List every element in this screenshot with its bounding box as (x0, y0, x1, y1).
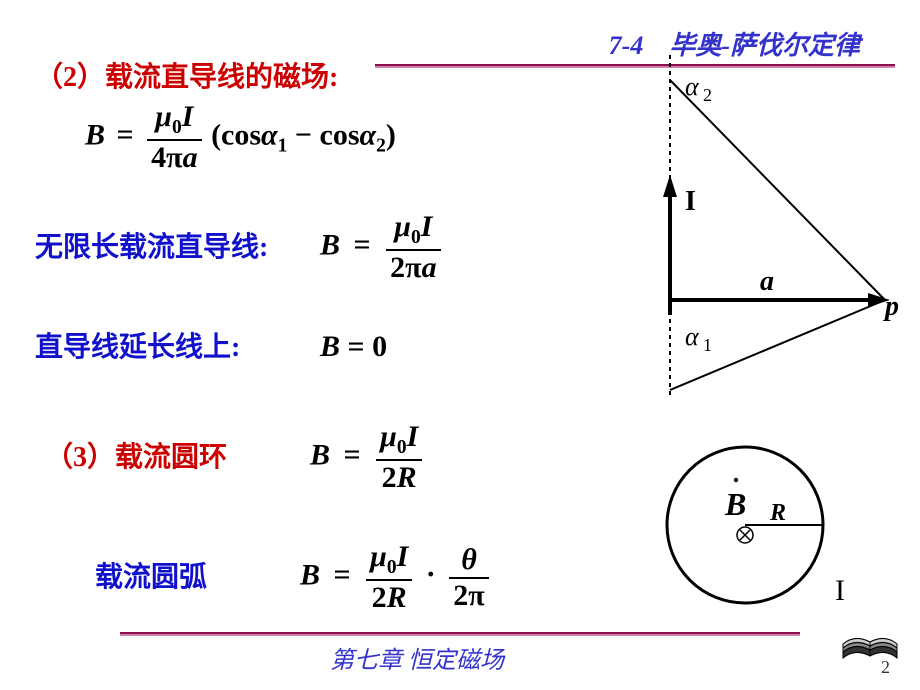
f4-lhs: B (310, 438, 330, 471)
section-3-title: （3）载流圆环 (45, 435, 227, 475)
formula-infinite-wire: B = μ0I 2πa (320, 210, 443, 285)
formula-ring: B = μ0I 2R (310, 420, 424, 495)
svg-text:R: R (769, 500, 786, 526)
label-infinite: 无限长载流直导线: (35, 225, 268, 265)
svg-text:I: I (685, 186, 696, 217)
f2-lhs: B (320, 228, 340, 261)
label-extension: 直导线延长线上: (35, 325, 240, 365)
book-icon (840, 620, 900, 662)
footer-rule (120, 632, 800, 636)
f4-eq: = (344, 438, 361, 471)
f1-eq: = (117, 118, 134, 151)
formula-extension: B = 0 (320, 330, 387, 364)
label-arc: 载流圆弧 (95, 555, 207, 595)
footer-chapter: 第七章 恒定磁场 (330, 640, 504, 675)
f5-eq: = (334, 558, 351, 591)
svg-text:1: 1 (703, 335, 712, 355)
svg-text:a: a (760, 266, 774, 297)
svg-text:α: α (685, 322, 700, 351)
formula-arc: B = μ0I 2R · θ 2π (300, 540, 491, 615)
formula-finite-wire: B = μ0I 4πa (cosα1 − cosα2) (85, 100, 396, 175)
svg-text:2: 2 (703, 85, 712, 105)
svg-text:p: p (883, 291, 899, 322)
diagram-ring: B R I (640, 440, 870, 630)
f5-lhs: B (300, 558, 320, 591)
section-2-title: （2）载流直导线的磁场: (35, 55, 338, 95)
diagram-straight-wire: α 2 α 1 I a p (630, 55, 910, 395)
svg-text:B: B (724, 486, 746, 522)
svg-text:I: I (835, 574, 845, 607)
f1-lhs: B (85, 118, 105, 151)
svg-text:α: α (685, 72, 700, 101)
f2-eq: = (354, 228, 371, 261)
